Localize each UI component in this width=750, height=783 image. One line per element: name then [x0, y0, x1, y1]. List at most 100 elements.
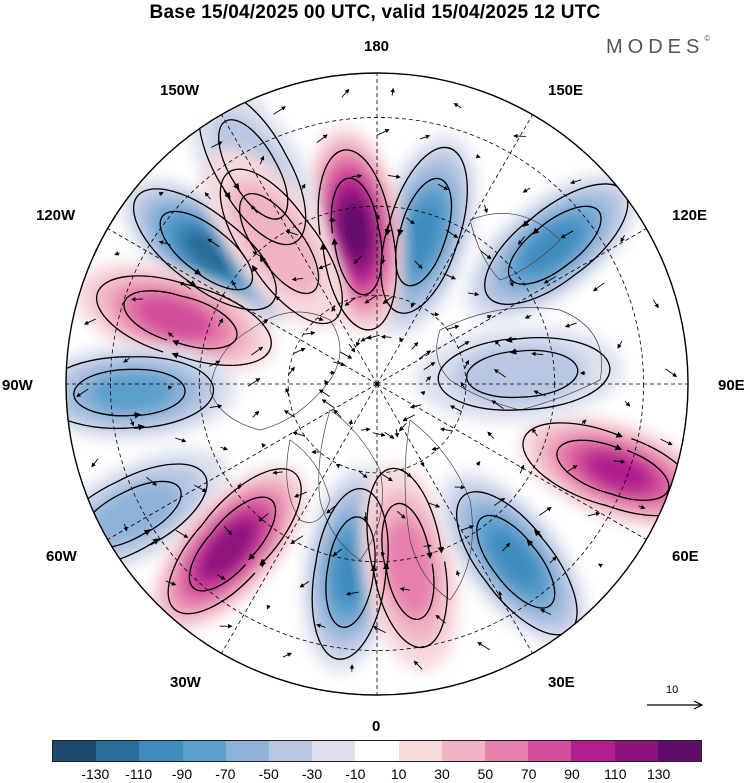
- lon-label-90w: 90W: [2, 377, 33, 394]
- lon-label-120w: 120W: [36, 207, 76, 224]
- anomaly-contour: [182, 229, 236, 276]
- wind-vector: [464, 359, 470, 369]
- wind-vector: [344, 297, 356, 306]
- wind-vector: [443, 273, 456, 280]
- wind-vector: [211, 141, 223, 148]
- wind-vector: [217, 318, 223, 327]
- wind-vector: [380, 334, 392, 340]
- wind-vector: [402, 414, 416, 422]
- wind-vector: [513, 133, 526, 139]
- wind-vector: [348, 419, 353, 426]
- streamline: [123, 290, 238, 350]
- wind-vector: [423, 543, 432, 549]
- streamline: [66, 356, 215, 431]
- wind-vector: [420, 134, 431, 140]
- wind-vector: [491, 400, 504, 409]
- wind-vector: [380, 551, 386, 557]
- streamline-vortex-12: [484, 183, 629, 305]
- colorbar-tick-label: 50: [477, 766, 494, 782]
- meridian-line: [107, 228, 378, 385]
- wind-vector: [379, 472, 393, 482]
- wind-vector: [620, 235, 625, 243]
- colorbar-tick-label: -110: [125, 766, 153, 782]
- lat-lon-grid: [66, 73, 688, 695]
- anomaly-contour: [134, 295, 215, 342]
- wind-vector: [435, 614, 446, 624]
- meridian-line: [376, 228, 647, 385]
- wind-vector: [204, 192, 211, 200]
- wind-vector: [480, 250, 492, 260]
- wind-vector: [564, 322, 577, 328]
- wind-vector: [613, 459, 626, 464]
- wind-vector: [660, 438, 673, 446]
- wind-vector: [341, 88, 350, 98]
- anomaly-cell-2: [121, 177, 297, 328]
- wind-vector: [411, 341, 419, 350]
- streamline: [218, 119, 289, 220]
- wind-vector: [410, 302, 415, 308]
- streamline: [159, 210, 254, 291]
- colorbar: [52, 740, 702, 762]
- wind-vector: [380, 255, 386, 265]
- colorbar-bin-9: [441, 741, 486, 761]
- wind-streamlines: [66, 87, 688, 672]
- wind-vector: [318, 389, 331, 398]
- streamline: [238, 193, 320, 295]
- wind-vector: [382, 296, 393, 304]
- wind-vector: [449, 405, 462, 412]
- wind-vector: [522, 187, 531, 193]
- streamline: [507, 205, 602, 285]
- wind-vector: [358, 470, 368, 479]
- streamline-vortex-14: [219, 168, 343, 325]
- wind-vector: [288, 366, 295, 375]
- wind-vector: [453, 103, 462, 109]
- wind-vector: [427, 502, 441, 508]
- streamline-vortex-6: [167, 468, 302, 615]
- colorbar-tick-label: 30: [434, 766, 450, 782]
- wind-vector: [91, 458, 99, 468]
- wind-vector: [457, 341, 470, 349]
- streamline: [96, 275, 272, 367]
- streamline: [325, 516, 377, 628]
- wind-vector: [401, 469, 412, 478]
- colorbar-bin-4: [225, 741, 270, 761]
- wind-vector: [566, 465, 578, 473]
- streamline-vortex-7: [311, 488, 390, 660]
- wind-vector: [83, 318, 96, 325]
- wind-vector: [439, 427, 453, 432]
- streamline: [330, 177, 383, 296]
- anomaly-contour: [584, 451, 654, 493]
- colorbar-bin-2: [139, 741, 183, 761]
- wind-vector: [329, 370, 336, 376]
- brand-logo: MODES©: [606, 34, 710, 59]
- anomaly-contour: [87, 481, 180, 546]
- meridian-line: [376, 383, 533, 654]
- wind-vector: [194, 484, 207, 492]
- wind-vector: [353, 255, 362, 264]
- wind-vector: [475, 461, 481, 467]
- meridian-line: [376, 383, 647, 540]
- colorbar-tick-label: 90: [564, 766, 580, 782]
- meridian-line: [376, 114, 533, 385]
- map-title: Base 15/04/2025 00 UTC, valid 15/04/2025…: [149, 2, 601, 23]
- wind-vector: [209, 404, 223, 409]
- wind-vector: [167, 385, 173, 390]
- wind-vector: [398, 422, 407, 432]
- wind-vector: [317, 316, 324, 321]
- latitude-circle: [287, 294, 467, 474]
- streamline: [380, 146, 468, 314]
- wind-vector: [165, 580, 177, 586]
- wind-vector: [366, 334, 380, 340]
- colorbar-ticks: -130 -110 -90 -70 -50 -30 -10 10 30 50 70 90 110 130: [52, 762, 702, 782]
- streamline: [311, 488, 390, 660]
- wind-vector: [332, 548, 343, 556]
- wind-vector: [237, 483, 242, 490]
- lon-label-30w: 30W: [170, 674, 201, 691]
- anomaly-cell-6: [149, 464, 308, 634]
- wind-vector: [399, 587, 410, 592]
- wind-vector: [445, 229, 459, 239]
- wind-vector: [418, 350, 432, 360]
- wind-vector: [316, 623, 326, 628]
- coastlines: [209, 213, 602, 601]
- lon-label-0: 0: [372, 718, 381, 735]
